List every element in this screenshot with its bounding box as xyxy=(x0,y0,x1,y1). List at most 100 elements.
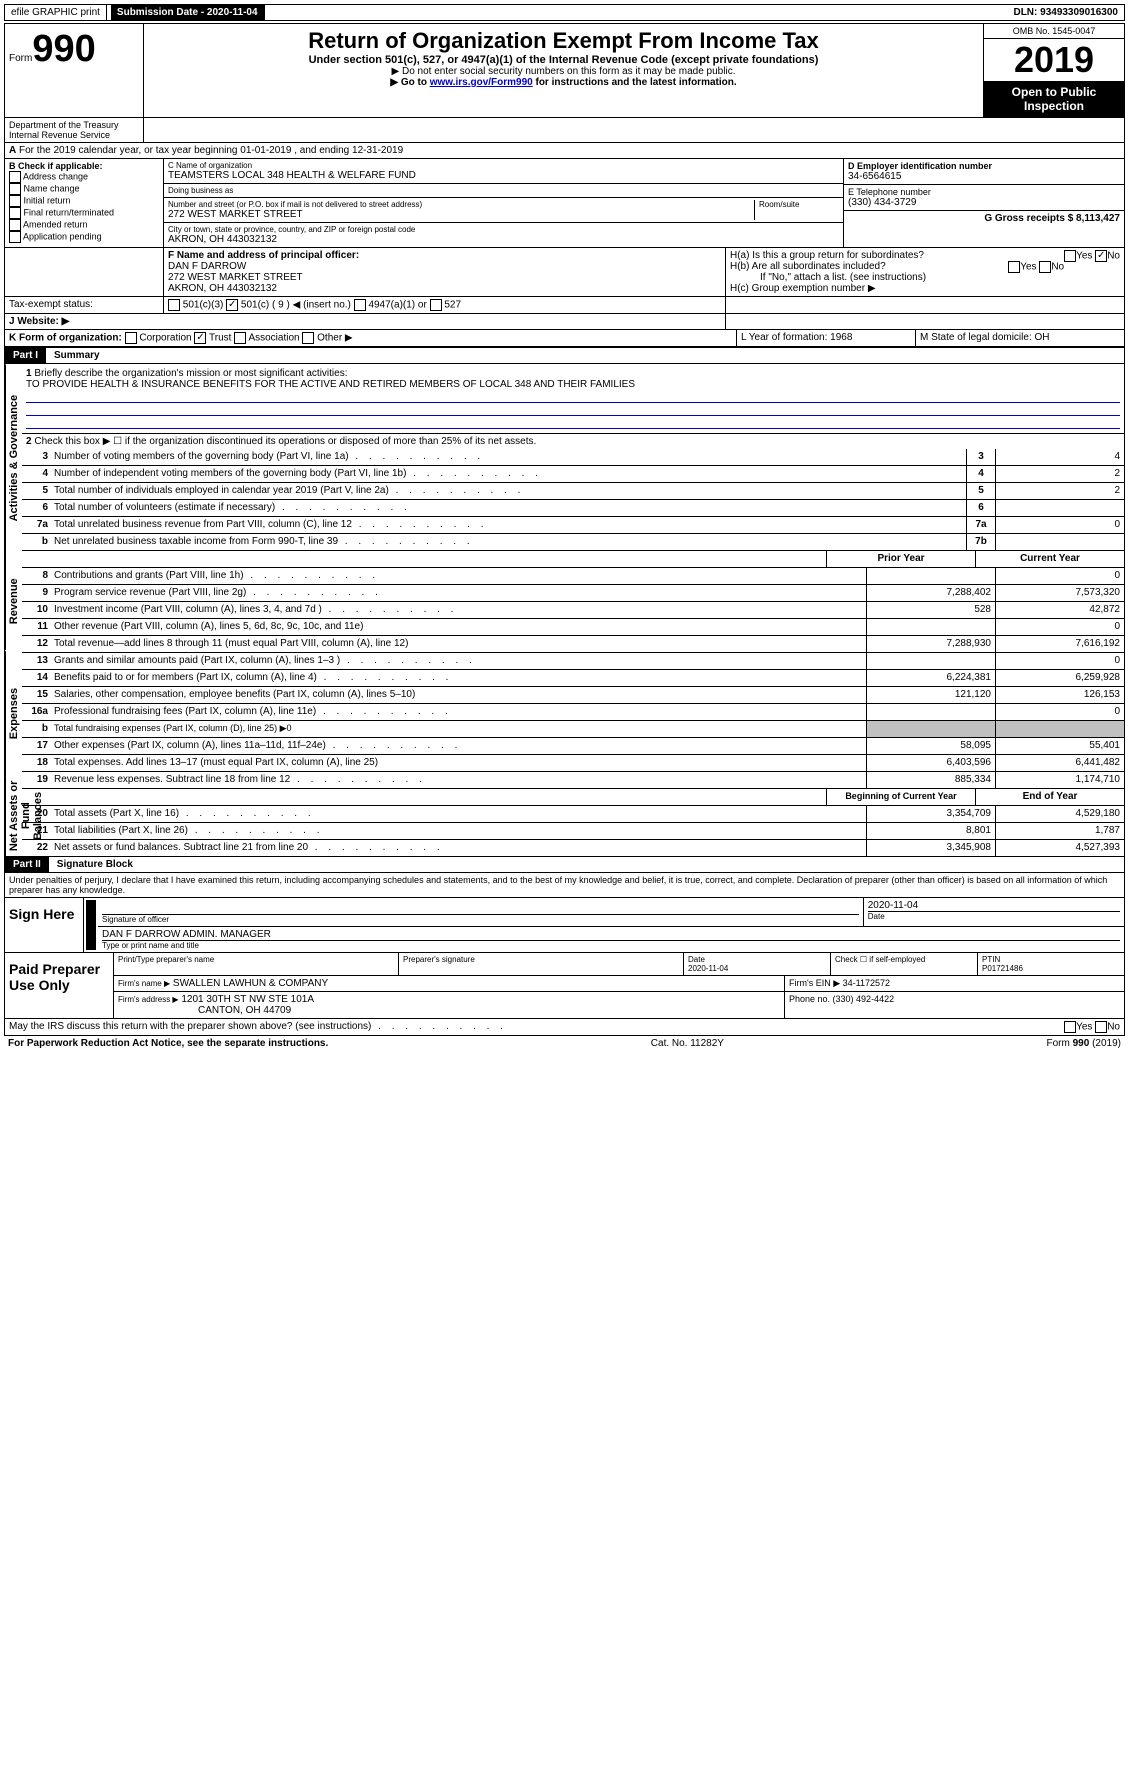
vlabel-revenue: Revenue xyxy=(5,552,22,650)
dln: DLN: 93493309016300 xyxy=(1007,5,1124,20)
b-opt-0[interactable]: Address change xyxy=(9,171,159,183)
discuss-text: May the IRS discuss this return with the… xyxy=(9,1021,1064,1033)
vlabel-governance: Activities & Governance xyxy=(5,364,22,552)
form-label: Form xyxy=(9,53,32,64)
line-4: 4Number of independent voting members of… xyxy=(22,466,1124,483)
title-box: Return of Organization Exempt From Incom… xyxy=(144,24,983,117)
i-527[interactable] xyxy=(430,299,442,311)
line-11: 11Other revenue (Part VIII, column (A), … xyxy=(22,619,1124,636)
section-a: A For the 2019 calendar year, or tax yea… xyxy=(5,143,1124,159)
tax-year: 2019 xyxy=(984,39,1124,81)
k-other[interactable] xyxy=(302,332,314,344)
c-name: C Name of organization TEAMSTERS LOCAL 3… xyxy=(164,159,843,184)
h-b: H(b) Are all subordinates included? xyxy=(730,261,886,272)
line-14: 14Benefits paid to or for members (Part … xyxy=(22,670,1124,687)
sig-officer: Signature of officer xyxy=(98,898,864,926)
line-19: 19Revenue less expenses. Subtract line 1… xyxy=(22,772,1124,789)
k-assoc[interactable] xyxy=(234,332,246,344)
cat-no: Cat. No. 11282Y xyxy=(651,1038,724,1049)
tax-year-range: For the 2019 calendar year, or tax year … xyxy=(19,145,403,156)
i-label: Tax-exempt status: xyxy=(5,297,164,313)
ha-no[interactable]: ✓ xyxy=(1095,250,1107,262)
pra-notice: For Paperwork Reduction Act Notice, see … xyxy=(8,1038,328,1049)
ha-yes[interactable] xyxy=(1064,250,1076,262)
part1-label: Part I xyxy=(5,348,46,363)
c-addr: Number and street (or P.O. box if mail i… xyxy=(164,198,843,223)
org-street: 272 WEST MARKET STREET xyxy=(168,209,754,220)
discuss-row: May the IRS discuss this return with the… xyxy=(4,1019,1125,1036)
k-corp[interactable] xyxy=(125,332,137,344)
line-2: 2 Check this box ▶ ☐ if the organization… xyxy=(22,434,1124,449)
row-fh: F Name and address of principal officer:… xyxy=(5,248,1124,297)
line-7b: bNet unrelated business taxable income f… xyxy=(22,534,1124,551)
dept-treasury: Department of the Treasury Internal Reve… xyxy=(5,118,144,142)
discuss-yes[interactable] xyxy=(1064,1021,1076,1033)
line-12: 12Total revenue—add lines 8 through 11 (… xyxy=(22,636,1124,653)
firm-name: Firm's name ▶ SWALLEN LAWHUN & COMPANY xyxy=(114,976,785,991)
row-i: Tax-exempt status: 501(c)(3) ✓ 501(c) ( … xyxy=(5,297,1124,314)
prep-name: Print/Type preparer's name xyxy=(114,953,399,975)
irs-link[interactable]: www.irs.gov/Form990 xyxy=(430,77,533,88)
discuss-no[interactable] xyxy=(1095,1021,1107,1033)
perjury-text: Under penalties of perjury, I declare th… xyxy=(5,873,1124,897)
officer-addr1: 272 WEST MARKET STREET xyxy=(168,272,721,283)
rev-header: Prior YearCurrent Year xyxy=(22,551,1124,568)
b-opt-3[interactable]: Final return/terminated xyxy=(9,207,159,219)
row-klm: K Form of organization: Corporation ✓ Tr… xyxy=(5,330,1124,347)
officer-name: DAN F DARROW xyxy=(168,261,721,272)
k-trust[interactable]: ✓ xyxy=(194,332,206,344)
hb-no[interactable] xyxy=(1039,261,1051,273)
h-b-note: If "No," attach a list. (see instruction… xyxy=(730,272,1120,283)
e-phone: E Telephone number (330) 434-3729 xyxy=(844,185,1124,211)
form-ref: Form 990 (2019) xyxy=(1047,1038,1121,1049)
submission-date: Submission Date - 2020-11-04 xyxy=(111,5,265,20)
note-ssn: ▶ Do not enter social security numbers o… xyxy=(148,66,979,77)
part2-label: Part II xyxy=(5,857,49,872)
b-opt-5[interactable]: Application pending xyxy=(9,231,159,243)
i-501c[interactable]: ✓ xyxy=(226,299,238,311)
h-a: H(a) Is this a group return for subordin… xyxy=(730,250,924,261)
h-c: H(c) Group exemption number ▶ xyxy=(730,283,1120,294)
line-20: 20Total assets (Part X, line 16)3,354,70… xyxy=(22,806,1124,823)
line-6: 6Total number of volunteers (estimate if… xyxy=(22,500,1124,517)
i-4947[interactable] xyxy=(354,299,366,311)
sign-here-section: Sign Here Signature of officer 2020-11-0… xyxy=(4,898,1125,953)
line-16b: bTotal fundraising expenses (Part IX, co… xyxy=(22,721,1124,738)
omb-number: OMB No. 1545-0047 xyxy=(984,24,1124,39)
note-link: ▶ Go to www.irs.gov/Form990 for instruct… xyxy=(148,77,979,88)
j-website: J Website: ▶ xyxy=(5,314,726,329)
room-suite: Room/suite xyxy=(754,200,839,220)
line-1: 1 Briefly describe the organization's mi… xyxy=(22,364,1124,434)
b-opt-1[interactable]: Name change xyxy=(9,183,159,195)
d-ein: D Employer identification number 34-6564… xyxy=(844,159,1124,185)
typed-name: DAN F DARROW ADMIN. MANAGER Type or prin… xyxy=(98,927,1124,952)
org-city: AKRON, OH 443032132 xyxy=(168,234,839,245)
hb-yes[interactable] xyxy=(1008,261,1020,273)
prep-sig: Preparer's signature xyxy=(399,953,684,975)
l-year: L Year of formation: 1968 xyxy=(737,330,916,346)
line-22: 22Net assets or fund balances. Subtract … xyxy=(22,840,1124,856)
paid-label: Paid Preparer Use Only xyxy=(5,953,114,1018)
part2-bar: Part II Signature Block xyxy=(5,856,1124,873)
firm-phone: Phone no. (330) 492-4422 xyxy=(785,992,1124,1018)
vlabel-net: Net Assets or Fund Balances xyxy=(5,776,22,856)
b-opt-4[interactable]: Amended return xyxy=(9,219,159,231)
officer-addr2: AKRON, OH 443032132 xyxy=(168,283,721,294)
vlabel-expenses: Expenses xyxy=(5,651,22,776)
row-j: J Website: ▶ xyxy=(5,314,1124,330)
sig-date: 2020-11-04 Date xyxy=(864,898,1124,926)
i-501c3[interactable] xyxy=(168,299,180,311)
h-section: H(a) Is this a group return for subordin… xyxy=(726,248,1124,296)
col-c: C Name of organization TEAMSTERS LOCAL 3… xyxy=(164,159,844,247)
m-state: M State of legal domicile: OH xyxy=(916,330,1124,346)
form-number: 990 xyxy=(32,28,95,70)
efile-label: efile GRAPHIC print xyxy=(5,5,107,20)
prep-date: Date2020-11-04 xyxy=(684,953,831,975)
line-5: 5Total number of individuals employed in… xyxy=(22,483,1124,500)
firm-ein: Firm's EIN ▶ 34-1172572 xyxy=(785,976,1124,991)
b-opt-2[interactable]: Initial return xyxy=(9,195,159,207)
org-name: TEAMSTERS LOCAL 348 HEALTH & WELFARE FUN… xyxy=(168,170,839,181)
k-form-org: K Form of organization: Corporation ✓ Tr… xyxy=(5,330,737,346)
check-self[interactable]: Check ☐ if self-employed xyxy=(831,953,978,975)
line-9: 9Program service revenue (Part VIII, lin… xyxy=(22,585,1124,602)
